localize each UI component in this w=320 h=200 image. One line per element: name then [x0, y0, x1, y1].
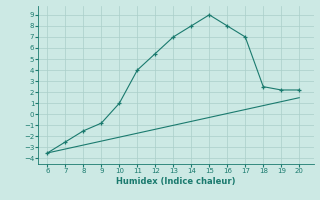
X-axis label: Humidex (Indice chaleur): Humidex (Indice chaleur) [116, 177, 236, 186]
